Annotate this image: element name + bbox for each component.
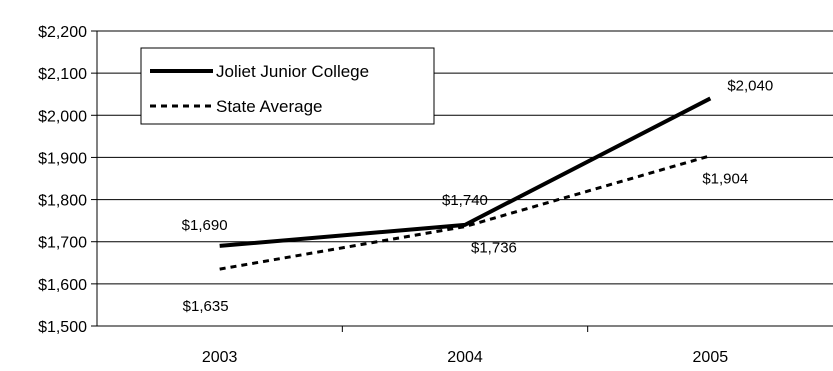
data-label-joliet-2004: $1,740 <box>442 192 488 209</box>
x-tick-label-2005: 2005 <box>693 349 729 366</box>
x-tick-label-2004: 2004 <box>447 349 483 366</box>
legend-box <box>140 47 435 125</box>
series-line-joliet <box>219 96 712 248</box>
legend-label-joliet: Joliet Junior College <box>216 62 369 81</box>
x-tick-label-2003: 2003 <box>202 349 238 366</box>
y-tick-label: $1,800 <box>38 193 87 210</box>
y-tick-label: $1,600 <box>38 277 87 294</box>
series-line-state-average <box>219 154 711 271</box>
data-label-state-2003: $1,635 <box>183 298 229 315</box>
x-axis-ticks: 2003 2004 2005 <box>202 326 728 366</box>
legend-label-state: State Average <box>216 97 323 116</box>
series-group <box>219 96 712 271</box>
legend: Joliet Junior College State Average <box>140 47 435 125</box>
y-tick-label: $1,500 <box>38 319 87 336</box>
axes <box>96 31 833 327</box>
y-axis-ticks: $1,500 $1,600 $1,700 $1,800 $1,900 $2,000 $2,1… <box>38 24 97 336</box>
data-labels: $1,690 $1,740 $2,040 $1,635 $1,736 $1,904 <box>182 77 774 315</box>
y-tick-label: $2,000 <box>38 108 87 125</box>
y-tick-label: $1,700 <box>38 235 87 252</box>
y-tick-label: $2,200 <box>38 24 87 41</box>
data-label-state-2004: $1,736 <box>471 240 517 257</box>
y-tick-label: $1,900 <box>38 150 87 167</box>
data-label-joliet-2003: $1,690 <box>182 217 228 234</box>
data-label-joliet-2005: $2,040 <box>727 77 773 94</box>
data-label-state-2005: $1,904 <box>702 171 748 188</box>
y-tick-label: $2,100 <box>38 66 87 83</box>
